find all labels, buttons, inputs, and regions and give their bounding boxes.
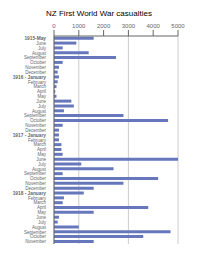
svg-text:July: July xyxy=(38,45,46,51)
svg-text:1917 - January: 1917 - January xyxy=(12,132,46,138)
svg-text:August: August xyxy=(32,108,46,114)
svg-text:1916 - January: 1916 - January xyxy=(12,74,46,80)
svg-text:May: May xyxy=(37,94,46,100)
svg-text:October: October xyxy=(30,60,46,66)
svg-text:June: June xyxy=(36,156,46,162)
svg-text:1915-May: 1915-May xyxy=(24,36,46,41)
svg-text:0: 0 xyxy=(52,23,56,29)
svg-text:May: May xyxy=(37,210,46,216)
svg-text:December: December xyxy=(25,69,46,75)
svg-text:December: December xyxy=(25,186,46,191)
svg-text:April: April xyxy=(37,205,46,211)
svg-text:5000: 5000 xyxy=(171,23,185,29)
svg-text:March: March xyxy=(33,84,46,90)
svg-text:1918 - January: 1918 - January xyxy=(12,190,46,196)
svg-text:October: October xyxy=(30,176,46,182)
svg-text:4000: 4000 xyxy=(147,23,161,29)
svg-text:July: July xyxy=(38,103,46,109)
svg-text:February: February xyxy=(28,137,46,143)
svg-text:August: August xyxy=(32,50,46,56)
svg-text:April: April xyxy=(37,147,46,153)
svg-text:November: November xyxy=(25,181,46,187)
svg-text:December: December xyxy=(25,127,46,133)
svg-text:March: March xyxy=(33,200,46,206)
svg-text:July: July xyxy=(38,219,46,225)
svg-text:September: September xyxy=(24,229,46,235)
svg-text:February: February xyxy=(28,195,46,201)
svg-text:October: October xyxy=(30,118,46,124)
svg-text:1000: 1000 xyxy=(72,23,86,29)
svg-text:July: July xyxy=(38,161,46,167)
svg-text:May: May xyxy=(37,152,46,158)
svg-text:November: November xyxy=(25,123,46,129)
svg-text:June: June xyxy=(36,98,46,104)
svg-text:November: November xyxy=(25,239,46,244)
svg-text:2000: 2000 xyxy=(97,23,111,29)
svg-text:April: April xyxy=(37,89,46,95)
svg-text:June: June xyxy=(36,40,46,46)
svg-text:August: August xyxy=(32,224,46,230)
svg-text:June: June xyxy=(36,215,46,220)
svg-text:September: September xyxy=(24,171,46,177)
svg-text:August: August xyxy=(32,166,46,172)
svg-text:March: March xyxy=(33,142,46,148)
svg-text:October: October xyxy=(30,234,46,240)
svg-text:November: November xyxy=(25,65,46,70)
svg-text:3000: 3000 xyxy=(122,23,136,29)
html-text:NZ First World War casualties: NZ First World War casualties xyxy=(46,9,152,18)
svg-text:September: September xyxy=(24,113,46,119)
svg-text:February: February xyxy=(28,79,46,85)
svg-text:September: September xyxy=(24,55,46,61)
